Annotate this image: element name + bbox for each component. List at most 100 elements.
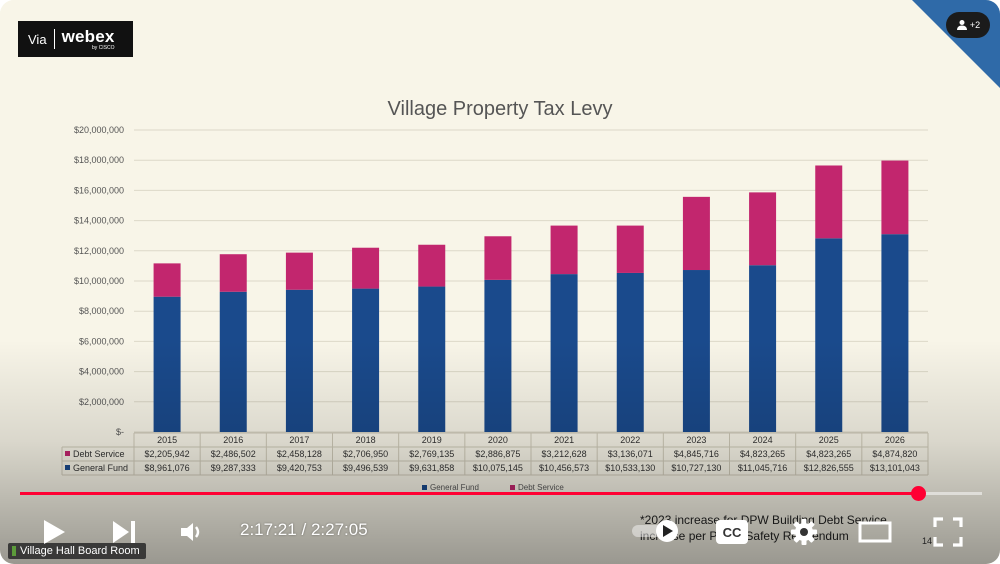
data-label: $2,886,875 bbox=[475, 449, 520, 459]
data-label: $4,874,820 bbox=[872, 449, 917, 459]
next-icon bbox=[113, 521, 135, 543]
data-label: $10,075,145 bbox=[473, 463, 523, 473]
legend-swatch bbox=[65, 451, 70, 456]
volume-button[interactable] bbox=[174, 514, 210, 550]
subtitles-icon: CC bbox=[716, 520, 748, 544]
y-tick-label: $16,000,000 bbox=[74, 185, 124, 195]
data-label: $3,212,628 bbox=[542, 449, 587, 459]
logo-separator bbox=[53, 29, 55, 49]
x-tick-label: 2023 bbox=[686, 435, 706, 445]
subtitles-label: CC bbox=[723, 525, 742, 540]
data-label: $10,533,130 bbox=[605, 463, 655, 473]
next-button[interactable] bbox=[104, 514, 144, 550]
legend-entry: General Fund bbox=[430, 483, 479, 492]
footnote-line-1: *2023 increase for DPW Building Debt Ser… bbox=[640, 513, 887, 527]
volume-icon bbox=[181, 523, 200, 541]
progress-bar[interactable] bbox=[20, 486, 982, 501]
bar-general-fund bbox=[352, 288, 380, 432]
room-indicator-icon bbox=[12, 546, 16, 556]
bar-debt-service bbox=[153, 263, 181, 297]
webex-logo-sub: by CISCO bbox=[92, 44, 115, 51]
legend-swatch bbox=[422, 485, 427, 490]
progress-scrubber[interactable] bbox=[911, 486, 927, 501]
bar-general-fund bbox=[616, 272, 644, 432]
bar-debt-service bbox=[352, 247, 380, 289]
bar-general-fund bbox=[550, 274, 578, 432]
participants-count: +2 bbox=[969, 20, 981, 30]
bar-debt-service bbox=[815, 165, 843, 239]
person-icon bbox=[956, 20, 967, 30]
y-tick-label: $- bbox=[116, 427, 124, 437]
theater-icon bbox=[858, 521, 892, 543]
data-label: $4,845,716 bbox=[674, 449, 719, 459]
bar-debt-service bbox=[749, 192, 777, 266]
time-separator: / bbox=[301, 520, 307, 539]
theater-button[interactable] bbox=[855, 514, 895, 550]
x-tick-label: 2025 bbox=[819, 435, 839, 445]
legend-swatch bbox=[510, 485, 515, 490]
participants-badge[interactable]: +2 bbox=[946, 12, 990, 38]
table-row-label: General Fund bbox=[73, 463, 128, 473]
y-tick-label: $2,000,000 bbox=[79, 397, 124, 407]
legend-swatch bbox=[65, 465, 70, 470]
x-tick-label: 2016 bbox=[223, 435, 243, 445]
data-label: $4,823,265 bbox=[740, 449, 785, 459]
fullscreen-button[interactable] bbox=[928, 514, 968, 550]
bar-general-fund bbox=[881, 234, 909, 432]
bar-general-fund bbox=[418, 286, 446, 432]
x-tick-label: 2024 bbox=[753, 435, 773, 445]
current-time: 2:17:21 bbox=[240, 520, 297, 539]
slide-page-number: 14 bbox=[922, 536, 933, 546]
bar-debt-service bbox=[616, 225, 644, 273]
webex-logo-name: webex bbox=[61, 26, 115, 46]
bar-debt-service bbox=[682, 196, 710, 271]
subtitles-button[interactable]: CC bbox=[712, 514, 752, 550]
webex-logo-via: Via bbox=[28, 31, 47, 47]
y-tick-label: $4,000,000 bbox=[79, 367, 124, 377]
legend-entry: Debt Service bbox=[518, 483, 564, 492]
bar-general-fund bbox=[219, 291, 247, 432]
data-label: $2,205,942 bbox=[145, 449, 190, 459]
bar-general-fund bbox=[285, 289, 313, 432]
bar-general-fund bbox=[153, 296, 181, 432]
autoplay-toggle-icon bbox=[632, 520, 678, 542]
data-label: $9,287,333 bbox=[211, 463, 256, 473]
room-label: Village Hall Board Room bbox=[8, 543, 146, 559]
x-tick-label: 2021 bbox=[554, 435, 574, 445]
x-tick-label: 2026 bbox=[885, 435, 905, 445]
data-label: $9,631,858 bbox=[409, 463, 454, 473]
play-button[interactable] bbox=[34, 514, 74, 550]
autoplay-toggle[interactable] bbox=[630, 519, 682, 543]
duration: 2:27:05 bbox=[310, 520, 368, 539]
data-label: $12,826,555 bbox=[804, 463, 854, 473]
room-label-text: Village Hall Board Room bbox=[20, 545, 140, 557]
bar-debt-service bbox=[550, 225, 578, 275]
time-display: 2:17:21 / 2:27:05 bbox=[240, 520, 368, 540]
fullscreen-icon bbox=[933, 517, 963, 547]
y-tick-label: $18,000,000 bbox=[74, 155, 124, 165]
data-label: $2,706,950 bbox=[343, 449, 388, 459]
data-label: $13,101,043 bbox=[870, 463, 920, 473]
data-label: $9,420,753 bbox=[277, 463, 322, 473]
y-tick-label: $10,000,000 bbox=[74, 276, 124, 286]
bar-general-fund bbox=[682, 270, 710, 432]
bar-general-fund bbox=[484, 279, 512, 432]
data-label: $2,458,128 bbox=[277, 449, 322, 459]
x-tick-label: 2017 bbox=[289, 435, 309, 445]
x-tick-label: 2020 bbox=[488, 435, 508, 445]
y-tick-label: $20,000,000 bbox=[74, 125, 124, 135]
bar-debt-service bbox=[881, 160, 909, 235]
x-tick-label: 2022 bbox=[620, 435, 640, 445]
bar-general-fund bbox=[749, 265, 777, 432]
data-label: $11,045,716 bbox=[738, 463, 787, 473]
table-row-label: Debt Service bbox=[73, 449, 125, 459]
data-label: $4,823,265 bbox=[806, 449, 851, 459]
bar-debt-service bbox=[219, 254, 247, 292]
y-tick-label: $14,000,000 bbox=[74, 216, 124, 226]
data-label: $2,769,135 bbox=[409, 449, 454, 459]
y-tick-label: $6,000,000 bbox=[79, 336, 124, 346]
settings-button[interactable] bbox=[784, 514, 824, 550]
